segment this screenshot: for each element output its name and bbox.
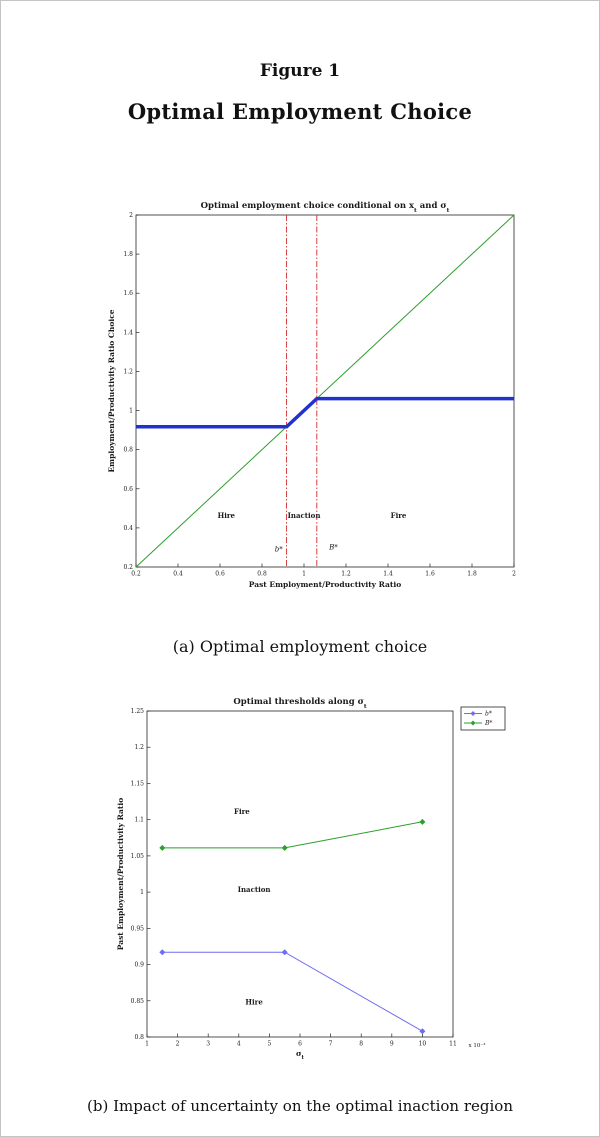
svg-text:Inaction: Inaction (238, 885, 271, 894)
svg-text:Fire: Fire (234, 807, 250, 816)
svg-text:0.4: 0.4 (173, 571, 183, 578)
svg-text:2: 2 (512, 571, 516, 578)
svg-text:0.2: 0.2 (131, 571, 141, 578)
chartB-svg: Optimal thresholds along σt1 2 3 4 5 6 7 8 9 10 11… (116, 697, 506, 1061)
svg-text:1.2: 1.2 (123, 368, 133, 375)
y-axis-label: Employment/Productivity Ratio Choice (107, 309, 116, 472)
plot-area (146, 710, 454, 1038)
svg-text:Fire: Fire (391, 511, 407, 520)
svg-text:0.95: 0.95 (131, 925, 145, 932)
svg-text:Hire: Hire (218, 511, 236, 520)
svg-text:1.4: 1.4 (383, 571, 393, 578)
svg-text:0.8: 0.8 (134, 1034, 144, 1041)
figure-number: Figure 1 (259, 61, 341, 81)
svg-text:11: 11 (449, 1041, 457, 1048)
svg-text:4: 4 (237, 1041, 241, 1048)
svg-text:0.2: 0.2 (123, 564, 133, 571)
svg-text:0.8: 0.8 (257, 571, 267, 578)
svg-text:9: 9 (390, 1041, 394, 1048)
svg-text:8: 8 (359, 1041, 363, 1048)
svg-text:10: 10 (419, 1041, 427, 1048)
svg-text:1: 1 (140, 889, 144, 896)
series-45-degree-line (135, 214, 515, 568)
svg-text:1: 1 (129, 408, 133, 415)
series-optimal-policy (136, 396, 514, 429)
svg-text:2: 2 (176, 1041, 180, 1048)
svg-text:0.6: 0.6 (123, 486, 133, 493)
figure-title: Optimal Employment Choice (127, 99, 473, 124)
svg-text:3: 3 (206, 1041, 210, 1048)
svg-text:1.8: 1.8 (467, 571, 477, 578)
svg-text:1.05: 1.05 (131, 853, 145, 860)
svg-text:1.8: 1.8 (123, 251, 133, 258)
svg-text:0.9: 0.9 (134, 962, 144, 969)
svg-text:1: 1 (302, 571, 306, 578)
y-axis-label: Past Employment/Productivity Ratio (116, 798, 125, 950)
svg-text:7: 7 (329, 1041, 333, 1048)
marker-b-star (159, 949, 166, 956)
subcaption-b: (b) Impact of uncertainty on the optimal… (87, 1097, 513, 1115)
marker-B-star (281, 844, 288, 851)
svg-text:1.2: 1.2 (134, 744, 144, 751)
svg-text:0.4: 0.4 (123, 525, 133, 532)
svg-text:b*: b* (275, 545, 283, 553)
marker-b-star (419, 1028, 426, 1035)
chart-optimal-employment-choice: Optimal employment choice conditional on… (104, 193, 524, 608)
svg-text:2: 2 (129, 212, 133, 219)
svg-text:Hire: Hire (245, 997, 263, 1006)
svg-text:0.85: 0.85 (131, 998, 145, 1005)
svg-text:B*: B* (484, 720, 492, 727)
subcaption-a: (a) Optimal employment choice (172, 637, 428, 656)
svg-text:b*: b* (485, 711, 492, 718)
svg-text:1.25: 1.25 (131, 708, 145, 715)
svg-text:B*: B* (328, 543, 338, 551)
svg-text:σt: σt (296, 1049, 305, 1061)
svg-text:0.8: 0.8 (123, 447, 133, 454)
svg-text:1: 1 (145, 1041, 149, 1048)
marker-B-star (159, 844, 166, 851)
svg-text:Inaction: Inaction (288, 511, 321, 520)
svg-text:1.6: 1.6 (123, 290, 133, 297)
svg-text:1.2: 1.2 (341, 571, 351, 578)
legend (460, 706, 506, 731)
chartA-svg: Optimal employment choice conditional on… (107, 201, 516, 589)
svg-text:1.6: 1.6 (425, 571, 435, 578)
svg-text:1.1: 1.1 (134, 817, 144, 824)
svg-text:Optimal employment choice cond: Optimal employment choice conditional on… (201, 201, 450, 214)
chart-optimal-thresholds: Optimal thresholds along σt 1 2 3 4 5 6 7 8 9 10 11… (113, 697, 513, 1065)
svg-text:5: 5 (267, 1041, 271, 1048)
svg-text:6: 6 (298, 1041, 302, 1048)
marker-b-star (281, 949, 288, 956)
svg-text:x 10⁻³: x 10⁻³ (469, 1042, 486, 1049)
marker-B-star (419, 818, 426, 825)
svg-text:1.4: 1.4 (123, 329, 133, 336)
svg-text:Optimal thresholds along σt: Optimal thresholds along σt (233, 697, 367, 710)
svg-text:Past Employment/Productivity R: Past Employment/Productivity Ratio (249, 580, 401, 589)
svg-text:0.6: 0.6 (215, 571, 225, 578)
svg-text:1.15: 1.15 (131, 780, 145, 787)
